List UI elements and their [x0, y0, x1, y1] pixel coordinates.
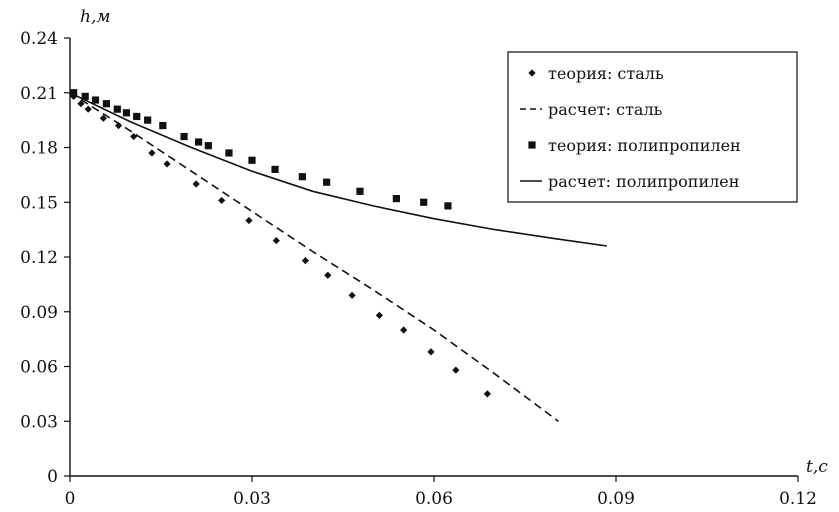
data-point-diamond [84, 105, 92, 113]
data-point-square [225, 149, 233, 157]
data-point-square [444, 202, 452, 210]
x-tick-label: 0.09 [597, 489, 635, 509]
data-point-diamond [77, 100, 85, 108]
data-point-square [195, 138, 203, 146]
y-tick-label: 0.15 [20, 193, 58, 213]
data-point-square [133, 112, 141, 121]
data-point-square [528, 141, 536, 149]
series-1 [69, 92, 559, 422]
data-point-square [159, 122, 167, 130]
data-point-square [204, 142, 212, 150]
data-point-square [420, 198, 428, 206]
legend-items: теория: сталь расчет: сталь теория: полипр… [520, 64, 741, 191]
data-point-diamond [528, 69, 536, 77]
y-tick-label: 0.21 [20, 84, 58, 104]
data-point-diamond [483, 390, 491, 398]
data-point-diamond [192, 180, 200, 188]
data-point-diamond [99, 114, 107, 122]
series-2 [70, 89, 452, 210]
legend-label: теория: сталь [548, 64, 664, 83]
y-tick-label: 0.09 [20, 303, 58, 323]
data-point-square [70, 89, 78, 97]
series-line [69, 92, 559, 422]
data-point-diamond [400, 326, 408, 334]
x-tick-label: 0.06 [415, 489, 453, 509]
y-axis-title: h,м [80, 7, 110, 27]
x-ticks: 0 0.03 0.06 0.09 0.12 [65, 476, 817, 509]
data-point-diamond [375, 311, 383, 319]
x-tick-label: 0 [65, 489, 76, 509]
y-tick-label: 0.12 [20, 248, 58, 268]
data-point-diamond [452, 366, 460, 374]
data-point-diamond [163, 160, 171, 168]
series-0 [70, 92, 491, 398]
data-point-diamond [245, 216, 253, 225]
data-point-square [122, 109, 131, 117]
y-tick-label: 0.03 [20, 412, 58, 432]
legend-item: теория: сталь [528, 64, 664, 83]
data-point-square [102, 100, 110, 108]
data-point-square [180, 132, 188, 141]
x-tick-label: 0.12 [779, 489, 817, 509]
series-line [69, 92, 608, 247]
data-point-square [298, 173, 306, 181]
x-tick-label: 0.03 [233, 489, 271, 509]
data-point-square [113, 105, 121, 113]
data-point-square [91, 96, 100, 104]
y-tick-label: 0.18 [20, 139, 58, 159]
data-point-diamond [130, 132, 138, 141]
y-tick-label: 0.06 [20, 358, 58, 378]
data-point-diamond [301, 257, 309, 265]
legend-label: расчет: полипропилен [548, 172, 739, 191]
data-point-diamond [324, 271, 332, 279]
data-point-square [356, 187, 364, 195]
y-tick-label: 0 [47, 467, 58, 487]
data-point-diamond [148, 149, 156, 157]
data-point-diamond [348, 291, 356, 299]
data-point-square [271, 165, 279, 173]
data-point-diamond [218, 196, 226, 205]
legend-item: расчет: полипропилен [520, 172, 739, 191]
data-point-square [323, 178, 331, 186]
y-ticks: 0 0.03 0.06 0.09 0.12 0.15 0.18 0.21 0.24 [20, 29, 70, 487]
legend-item: расчет: сталь [520, 100, 663, 119]
data-point-diamond [427, 348, 435, 356]
legend-box [507, 51, 798, 203]
y-tick-label: 0.24 [20, 29, 58, 49]
legend: теория: сталь расчет: сталь теория: полипр… [507, 51, 798, 203]
series-3 [69, 92, 608, 247]
legend-label: теория: полипропилен [548, 136, 741, 155]
plot-area: 0 0.03 0.06 0.09 0.12 00.030.060.090.120.150… [20, 29, 817, 509]
legend-item: теория: полипропилен [528, 136, 741, 155]
x-axis-title: t,с [806, 457, 828, 477]
data-point-square [392, 195, 400, 203]
data-point-square [144, 116, 152, 124]
data-point-square [81, 92, 89, 100]
series-layer [69, 89, 608, 422]
data-point-square [248, 156, 256, 164]
legend-label: расчет: сталь [548, 100, 663, 119]
data-point-diamond [272, 236, 280, 245]
